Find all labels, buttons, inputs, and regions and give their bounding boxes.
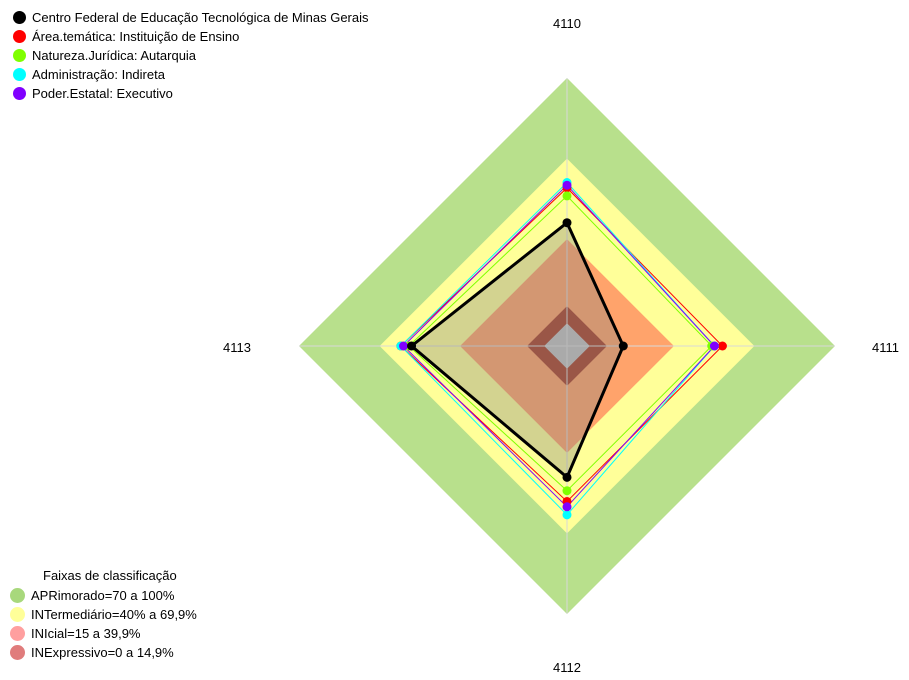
band-dot	[10, 645, 25, 660]
series-point	[562, 486, 572, 496]
legend-dot	[13, 11, 26, 24]
band-legend-item: APRimorado=70 a 100%	[10, 586, 197, 605]
band-dot	[10, 588, 25, 603]
legend-dot	[13, 49, 26, 62]
legend-label: Natureza.Jurídica: Autarquia	[32, 48, 197, 63]
legend-item: Natureza.Jurídica: Autarquia	[13, 46, 369, 65]
band-legend-item: INExpressivo=0 a 14,9%	[10, 643, 197, 662]
series-point	[709, 341, 719, 351]
axis-label-left: 4113	[223, 340, 251, 355]
legend-item: Centro Federal de Educação Tecnológica d…	[13, 8, 369, 27]
legend-dot	[13, 87, 26, 100]
series-point	[562, 472, 572, 482]
series-point	[562, 191, 572, 201]
series-point	[618, 341, 628, 351]
axis-label-bottom: 4112	[553, 660, 581, 675]
series-point	[562, 218, 572, 228]
band-legend-item: INIcial=15 a 39,9%	[10, 624, 197, 643]
band-label: INIcial=15 a 39,9%	[31, 626, 141, 641]
band-label: INExpressivo=0 a 14,9%	[31, 645, 174, 660]
series-point	[399, 341, 409, 351]
legend-label: Administração: Indireta	[32, 67, 165, 82]
series-point	[562, 510, 572, 520]
series-point	[562, 502, 572, 512]
band-dot	[10, 607, 25, 622]
legend-dot	[13, 68, 26, 81]
band-legend-item: INTermediário=40% a 69,9%	[10, 605, 197, 624]
series-point	[562, 180, 572, 190]
band-legend-title: Faixas de classificação	[43, 568, 177, 583]
legend-label: Centro Federal de Educação Tecnológica d…	[32, 10, 369, 25]
series-point	[717, 341, 727, 351]
legend-item: Poder.Estatal: Executivo	[13, 84, 369, 103]
band-label: INTermediário=40% a 69,9%	[31, 607, 197, 622]
series-point	[407, 341, 417, 351]
legend-label: Poder.Estatal: Executivo	[32, 86, 173, 101]
legend-item: Administração: Indireta	[13, 65, 369, 84]
legend-item: Área.temática: Instituição de Ensino	[13, 27, 369, 46]
axis-label-top: 4110	[553, 16, 581, 31]
axis-label-right: 4111	[872, 340, 899, 355]
legend-label: Área.temática: Instituição de Ensino	[32, 29, 240, 44]
band-dot	[10, 626, 25, 641]
legend-dot	[13, 30, 26, 43]
series-legend: Centro Federal de Educação Tecnológica d…	[13, 8, 369, 103]
band-label: APRimorado=70 a 100%	[31, 588, 175, 603]
band-legend: Faixas de classificação APRimorado=70 a …	[10, 566, 197, 662]
